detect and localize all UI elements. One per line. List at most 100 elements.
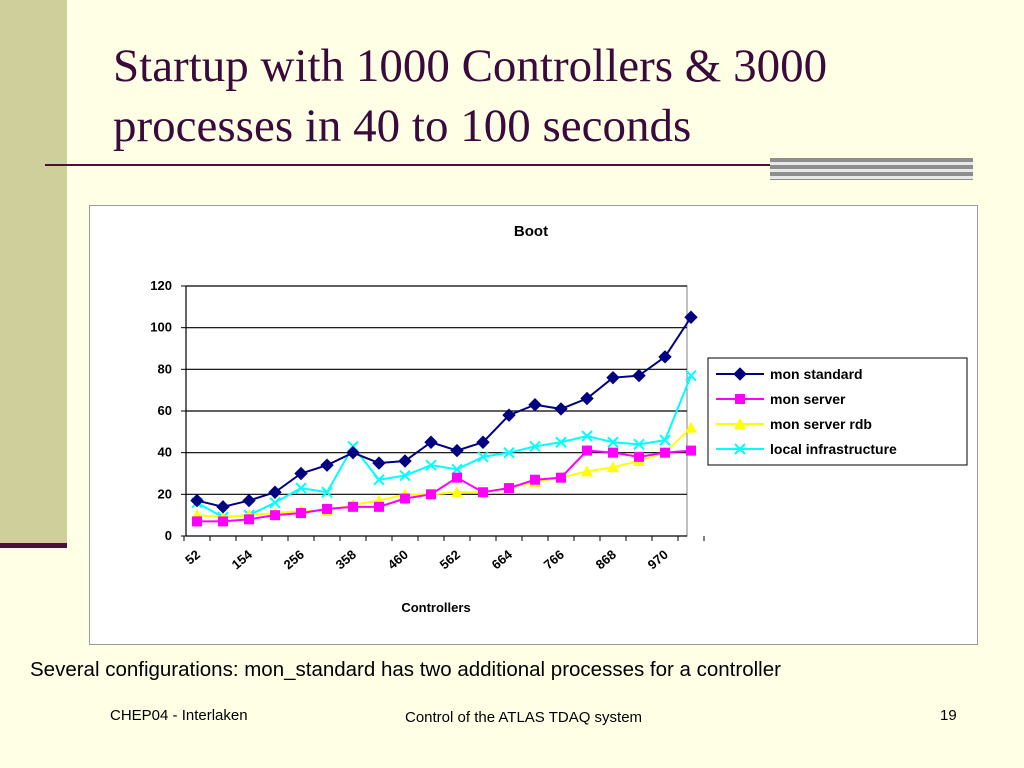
legend-label-mon-standard: mon standard [770,366,863,382]
point-mon-standard-0 [190,493,204,508]
point-mon-server-4 [296,508,306,519]
x-tick-label-52: 52 [182,547,203,568]
title-line-1: Startup with 1000 Controllers & 3000 [113,40,828,92]
point-mon-server-6 [348,501,358,512]
point-mon-standard-10 [450,443,464,458]
point-mon-server-18 [660,447,670,458]
point-mon-server-7 [374,501,384,512]
point-local-infrastructure-14 [555,436,567,448]
point-mon-standard-5 [320,458,334,472]
point-mon-server-3 [270,510,280,521]
point-mon-server-19 [686,445,696,456]
legend-label-local-infrastructure: local infrastructure [770,441,897,457]
point-local-infrastructure-11 [477,451,489,463]
title-rule [45,164,770,166]
legend-label-mon-server: mon server [770,391,846,407]
point-mon-standard-9 [424,435,438,449]
x-tick-label-256: 256 [281,547,307,572]
x-tick-label-664: 664 [489,546,516,572]
point-mon-standard-2 [242,493,256,508]
title-line-2: processes in 40 to 100 seconds [113,100,692,152]
point-local-infrastructure-13 [529,440,541,453]
point-local-infrastructure-12 [503,446,515,459]
point-mon-server-13 [530,474,540,485]
point-mon-standard-3 [268,485,282,499]
point-mon-server-0 [192,516,202,527]
point-mon-standard-12 [502,408,516,422]
point-local-infrastructure-16 [607,436,619,448]
x-tick-label-358: 358 [333,547,359,572]
x-tick-label-868: 868 [593,547,619,572]
page-number: 19 [940,707,957,724]
x-tick-label-970: 970 [645,547,671,572]
point-mon-server-rdb-10 [451,486,463,498]
point-mon-server-12 [504,483,514,494]
legend-box [707,357,968,466]
point-mon-server-10 [452,472,462,483]
point-mon-standard-18 [658,350,672,364]
series-line-local-infrastructure [196,375,692,519]
x-axis-label: Controllers [401,600,470,615]
y-tick-label-60: 60 [158,403,172,418]
point-mon-server-1 [218,516,228,527]
point-mon-server-15 [582,445,592,456]
title-rule-decoration [770,158,973,180]
point-mon-server-2 [244,514,254,525]
x-tick-label-562: 562 [437,547,463,572]
slide-title: Startup with 1000 Controllers & 3000 pro… [113,36,993,156]
point-mon-server-11 [478,487,488,498]
x-tick-label-154: 154 [229,546,256,572]
point-mon-server-rdb-19 [685,421,697,433]
y-tick-label-120: 120 [150,278,172,293]
chart-title: Boot [514,223,548,240]
point-local-infrastructure-9 [425,459,437,471]
point-mon-server-17 [634,451,644,462]
point-mon-server-rdb-15 [581,465,593,477]
point-local-infrastructure-17 [633,438,645,451]
point-mon-standard-4 [294,466,308,481]
point-mon-standard-19 [684,310,698,324]
x-tick-label-460: 460 [385,547,411,572]
point-mon-standard-13 [528,398,542,412]
legend-marker-local-infrastructure [734,443,746,455]
left-accent-bar [0,0,67,547]
point-mon-server-14 [556,472,566,483]
slide-caption: Several configurations: mon_standard has… [30,658,781,681]
point-mon-standard-1 [216,500,230,514]
boot-chart: Boot 0 20 40 60 80 100 120 52 154 256 358 460 562 664 7… [150,223,968,615]
footer-left: CHEP04 - Interlaken [110,707,248,724]
point-mon-standard-7 [372,456,386,470]
point-mon-standard-16 [606,370,620,385]
point-local-infrastructure-8 [399,469,411,482]
y-tick-label-0: 0 [165,528,172,543]
point-mon-standard-15 [580,391,594,406]
point-local-infrastructure-5 [321,486,333,498]
legend-marker-mon-server-rdb [734,418,746,429]
point-local-infrastructure-18 [659,434,671,446]
legend-marker-mon-server [735,394,745,404]
x-tick-label-766: 766 [541,547,567,572]
y-tick-label-80: 80 [158,361,172,376]
y-tick-label-100: 100 [150,320,172,335]
point-mon-standard-6 [346,445,360,460]
point-local-infrastructure-7 [373,474,385,486]
left-accent-mark [0,543,67,548]
chart-frame: Boot 0 20 40 60 80 100 120 52 154 256 358 460 562 664 7… [89,205,978,645]
point-local-infrastructure-19 [685,369,697,382]
point-mon-server-5 [322,503,332,514]
series-line-mon-standard [196,316,692,508]
point-mon-standard-14 [554,402,568,416]
point-local-infrastructure-3 [269,496,281,509]
footer-center: Control of the ATLAS TDAQ system [405,709,643,726]
point-mon-server-9 [426,489,436,500]
y-tick-label-40: 40 [158,445,172,460]
point-mon-standard-11 [476,435,490,449]
point-local-infrastructure-4 [295,482,307,494]
point-mon-standard-8 [398,454,412,468]
y-tick-label-20: 20 [158,486,172,501]
point-mon-server-rdb-16 [607,461,619,473]
point-mon-standard-17 [632,368,646,383]
point-local-infrastructure-10 [451,463,463,476]
legend-marker-mon-standard [733,367,747,381]
point-local-infrastructure-15 [581,430,593,442]
